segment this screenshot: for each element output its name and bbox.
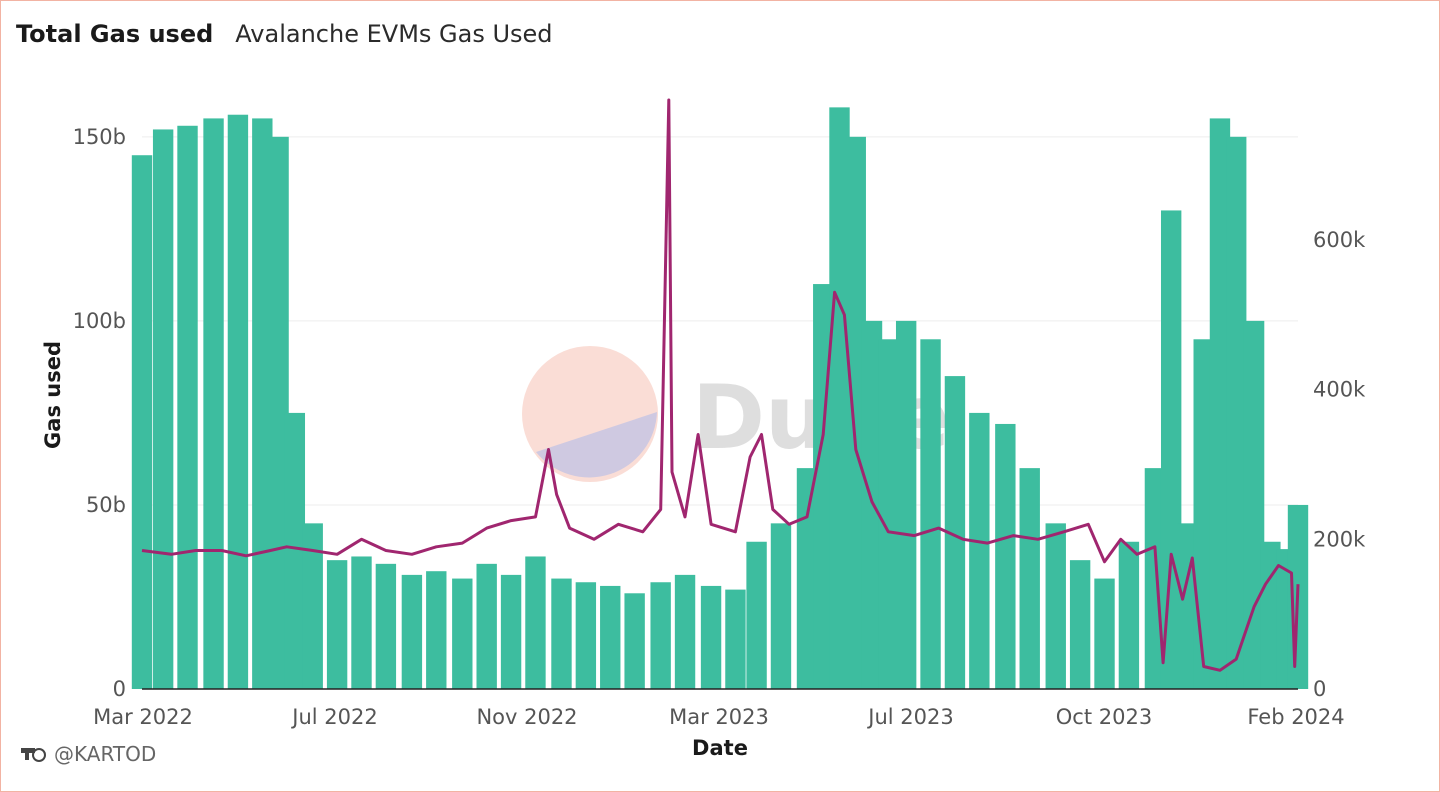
bar bbox=[131, 155, 153, 689]
bar bbox=[1069, 560, 1091, 689]
y-tick-label: 150b bbox=[73, 125, 126, 149]
bar bbox=[600, 585, 621, 689]
bar bbox=[252, 118, 273, 689]
dune-user-logo-icon bbox=[21, 748, 46, 762]
bar bbox=[650, 582, 671, 689]
bar bbox=[1118, 541, 1140, 689]
bar bbox=[500, 574, 522, 689]
x-tick-label: Oct 2023 bbox=[1056, 705, 1152, 729]
watermark-circle-lower-icon bbox=[536, 412, 657, 478]
y2-tick-label: 0 bbox=[1313, 677, 1326, 701]
bar bbox=[476, 563, 497, 689]
bar bbox=[995, 423, 1016, 689]
x-tick-label: Mar 2023 bbox=[669, 705, 769, 729]
bar bbox=[1094, 578, 1115, 689]
bar bbox=[152, 129, 174, 689]
bar bbox=[746, 541, 767, 689]
bar bbox=[284, 412, 306, 689]
bar bbox=[920, 339, 941, 689]
bar bbox=[674, 574, 696, 689]
y2-tick-label: 600k bbox=[1313, 228, 1366, 252]
chart-header: Total Gas used Avalanche EVMs Gas Used bbox=[16, 20, 553, 48]
bar bbox=[770, 523, 792, 689]
bar bbox=[302, 523, 323, 689]
bar bbox=[624, 593, 645, 689]
bar bbox=[796, 468, 818, 689]
y-tick-label: 50b bbox=[86, 493, 126, 517]
y-axis-left: 0 50b 100b 150b bbox=[73, 125, 126, 701]
bar bbox=[525, 556, 546, 689]
bar bbox=[700, 585, 722, 689]
bar bbox=[1045, 523, 1066, 689]
y-tick-label: 100b bbox=[73, 309, 126, 333]
bar bbox=[452, 578, 473, 689]
bar bbox=[1209, 118, 1231, 689]
line-path bbox=[141, 98, 1300, 672]
bar bbox=[895, 320, 917, 689]
x-tick-label: Jul 2022 bbox=[290, 705, 377, 729]
x-axis-title: Date bbox=[692, 736, 748, 760]
bar bbox=[575, 582, 597, 689]
bar bbox=[944, 376, 966, 689]
line-series bbox=[141, 98, 1300, 672]
x-axis: Mar 2022 Jul 2022 Nov 2022 Mar 2023 Jul 2023… bbox=[93, 705, 1345, 729]
x-tick-label: Jul 2023 bbox=[866, 705, 953, 729]
bar bbox=[351, 556, 372, 689]
bar bbox=[177, 125, 198, 690]
bar bbox=[878, 339, 899, 689]
y-axis-right: 0 200k 400k 600k bbox=[1313, 228, 1366, 701]
bar bbox=[1226, 136, 1247, 689]
bar bbox=[1193, 339, 1214, 689]
x-tick-label: Nov 2022 bbox=[476, 705, 577, 729]
y2-tick-label: 200k bbox=[1313, 527, 1366, 551]
bar bbox=[845, 136, 866, 689]
bar bbox=[326, 560, 348, 689]
y-tick-label: 0 bbox=[113, 677, 126, 701]
grid-lines bbox=[142, 136, 1298, 506]
bar bbox=[1260, 541, 1281, 689]
bar bbox=[375, 563, 397, 689]
author-handle: @KARTOD bbox=[54, 742, 157, 766]
bar bbox=[203, 118, 224, 689]
chart-subtitle: Avalanche EVMs Gas Used bbox=[235, 20, 553, 48]
bar bbox=[829, 107, 850, 690]
y2-tick-label: 400k bbox=[1313, 378, 1366, 402]
chart-title: Total Gas used bbox=[16, 20, 214, 48]
bar bbox=[426, 571, 447, 689]
x-tick-label: Feb 2024 bbox=[1247, 705, 1344, 729]
x-tick-label: Mar 2022 bbox=[93, 705, 193, 729]
bar bbox=[969, 412, 990, 689]
bar-series bbox=[131, 107, 1309, 690]
bar bbox=[227, 114, 249, 690]
bar bbox=[401, 574, 423, 689]
bar bbox=[725, 589, 746, 689]
y-axis-title: Gas used bbox=[41, 341, 65, 449]
bar bbox=[551, 578, 572, 689]
bar bbox=[1019, 468, 1040, 689]
footer: @KARTOD bbox=[20, 742, 156, 766]
